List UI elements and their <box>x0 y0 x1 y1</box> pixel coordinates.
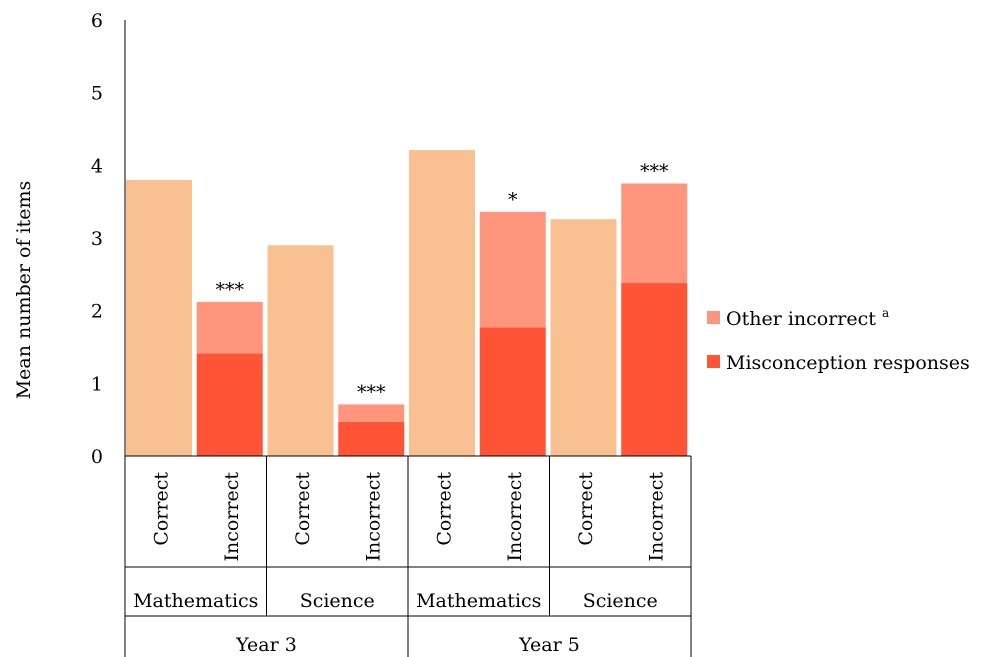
bar-other-incorrect <box>338 404 405 422</box>
y-tick-label: 3 <box>91 228 103 250</box>
x-group-label: Mathematics <box>133 590 258 612</box>
bar-correct <box>126 179 192 456</box>
x-year-label: Year 3 <box>235 634 297 656</box>
bar-correct <box>550 219 617 456</box>
bar-other-incorrect <box>621 183 688 284</box>
legend-superscript: a <box>882 306 889 320</box>
legend-label-misconception: Misconception responses <box>726 352 970 374</box>
legend-label-other-incorrect: Other incorrect a <box>726 306 889 330</box>
legend: Other incorrect a Misconception response… <box>707 306 970 374</box>
bars: ********** <box>126 150 688 456</box>
y-tick-label: 5 <box>91 83 103 105</box>
x-group-label: Mathematics <box>416 590 541 612</box>
bar-other-incorrect <box>479 211 546 328</box>
x-group-label: Science <box>583 590 658 612</box>
significance-label: *** <box>640 161 669 183</box>
y-tick-label: 6 <box>91 10 103 32</box>
legend-swatch-other-incorrect <box>707 311 720 324</box>
bar-misconception <box>196 353 263 456</box>
x-axis: Correct Incorrect Correct Incorrect Correct I… <box>125 455 692 657</box>
x-tick-label: Correct <box>575 472 597 546</box>
significance-label: *** <box>357 381 386 403</box>
x-tick-label: Correct <box>150 472 172 546</box>
y-axis-title: Mean number of items <box>13 181 35 400</box>
x-tick-label: Correct <box>292 472 314 546</box>
y-tick-label: 0 <box>91 446 103 468</box>
bar-correct <box>267 245 334 456</box>
x-tick-label: Incorrect <box>363 472 385 562</box>
x-group-label: Science <box>300 590 375 612</box>
y-axis: 0 1 2 3 4 5 6 <box>91 10 126 657</box>
x-tick-label: Incorrect <box>221 472 243 562</box>
bar-misconception <box>479 327 546 456</box>
significance-label: * <box>508 189 518 211</box>
x-tick-label: Correct <box>433 472 455 546</box>
bar-misconception <box>621 283 688 456</box>
y-tick-label: 2 <box>91 301 103 323</box>
y-tick-label: 4 <box>91 155 103 177</box>
bar-other-incorrect <box>196 301 263 354</box>
y-tick-label: 1 <box>91 373 103 395</box>
significance-label: *** <box>216 279 245 301</box>
x-tick-label: Incorrect <box>646 472 668 562</box>
bar-correct <box>409 150 475 456</box>
x-tick-label: Incorrect <box>504 472 526 562</box>
x-year-label: Year 5 <box>518 634 580 656</box>
bar-misconception <box>338 421 405 456</box>
legend-swatch-misconception <box>707 355 720 368</box>
